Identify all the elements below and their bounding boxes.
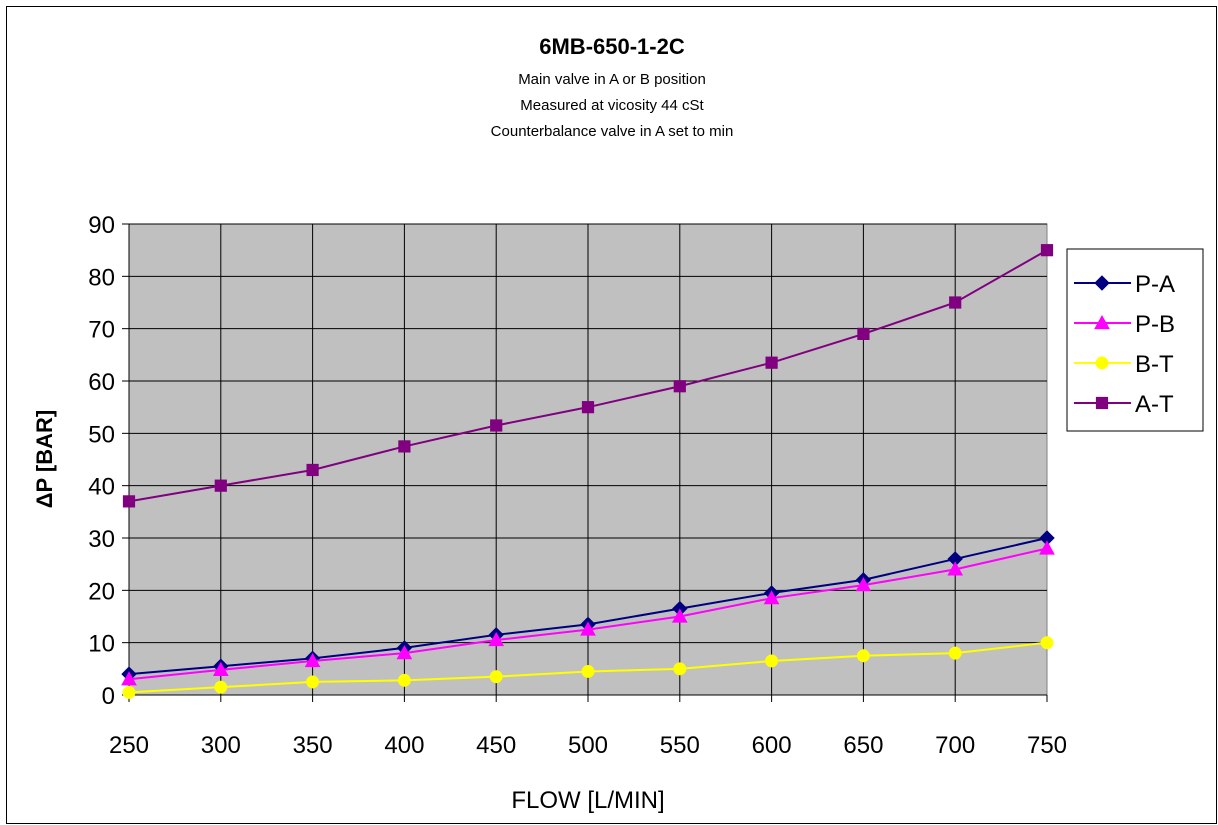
data-point-b-t — [489, 670, 503, 684]
x-tick-label: 300 — [201, 732, 241, 759]
data-point-p-b — [671, 608, 688, 623]
y-tick-label: 20 — [88, 578, 115, 605]
data-point-p-b — [304, 652, 321, 668]
data-point-p-b — [212, 661, 229, 676]
y-tick-label: 90 — [88, 212, 115, 239]
data-point-b-t — [581, 665, 595, 678]
legend-label-p-a: P-A — [1135, 271, 1175, 298]
data-point-a-t — [581, 401, 595, 414]
data-point-b-t — [856, 649, 870, 663]
x-axis-label: FLOW [L/MIN] — [511, 787, 664, 814]
x-tick-label: 750 — [1027, 732, 1067, 759]
data-point-b-t — [948, 646, 962, 660]
data-point-p-b — [763, 590, 780, 605]
data-point-b-t — [1040, 636, 1054, 650]
x-tick-label: 250 — [109, 732, 149, 759]
y-tick-label: 30 — [88, 526, 115, 553]
chart-title: 6MB-650-1-2C — [539, 34, 685, 59]
data-point-a-t — [673, 380, 686, 393]
data-point-p-b — [121, 671, 137, 686]
data-point-p-b — [580, 621, 596, 636]
data-point-p-b — [855, 577, 872, 592]
data-point-b-t — [122, 685, 136, 699]
y-tick-label: 70 — [88, 317, 115, 344]
x-tick-label: 450 — [476, 732, 516, 759]
legend-marker-b-t — [1095, 356, 1109, 370]
data-point-a-t — [306, 463, 319, 477]
chart-subtitle-line-2: Measured at vicosity 44 cSt — [520, 97, 704, 114]
legend-box — [1066, 248, 1204, 432]
y-tick-label: 60 — [88, 369, 115, 396]
x-tick-label: 500 — [568, 732, 608, 759]
x-tick-label: 400 — [384, 732, 424, 759]
data-point-a-t — [949, 296, 962, 309]
data-point-p-b — [1039, 540, 1055, 555]
data-point-a-t — [214, 479, 227, 492]
x-tick-label: 350 — [293, 732, 333, 759]
legend-marker-p-b — [1094, 314, 1110, 330]
data-point-b-t — [214, 680, 228, 694]
legend-marker-a-t — [1095, 396, 1109, 410]
data-point-p-b — [947, 561, 964, 576]
y-tick-label: 50 — [88, 421, 115, 448]
y-axis-label: ΔP [BAR] — [32, 410, 57, 509]
data-point-a-t — [857, 327, 870, 340]
y-tick-label: 10 — [88, 631, 115, 658]
data-point-a-t — [122, 495, 136, 508]
x-tick-label: 600 — [752, 732, 792, 759]
data-point-b-t — [397, 673, 411, 687]
data-point-b-t — [765, 654, 779, 668]
data-point-b-t — [306, 675, 320, 689]
y-tick-label: 80 — [88, 264, 115, 291]
legend-label-p-b: P-B — [1135, 311, 1175, 338]
x-tick-label: 550 — [660, 732, 700, 759]
chart-subtitle-line-1: Main valve in A or B position — [518, 71, 706, 88]
data-point-a-t — [398, 440, 411, 453]
legend-label-a-t: A-T — [1135, 391, 1174, 418]
data-point-a-t — [490, 419, 503, 432]
x-tick-label: 650 — [843, 732, 883, 759]
legend-label-b-t: B-T — [1135, 351, 1174, 378]
data-point-p-b — [488, 632, 505, 647]
y-tick-label: 40 — [88, 474, 115, 501]
x-tick-label: 700 — [935, 732, 975, 759]
data-point-p-b — [396, 645, 413, 660]
data-point-a-t — [765, 356, 778, 369]
chart-subtitle-line-3: Counterbalance valve in A set to min — [491, 123, 734, 140]
legend-marker-p-a — [1094, 275, 1110, 291]
y-tick-label: 0 — [102, 683, 115, 710]
data-point-a-t — [1040, 244, 1054, 257]
data-point-b-t — [673, 662, 687, 676]
